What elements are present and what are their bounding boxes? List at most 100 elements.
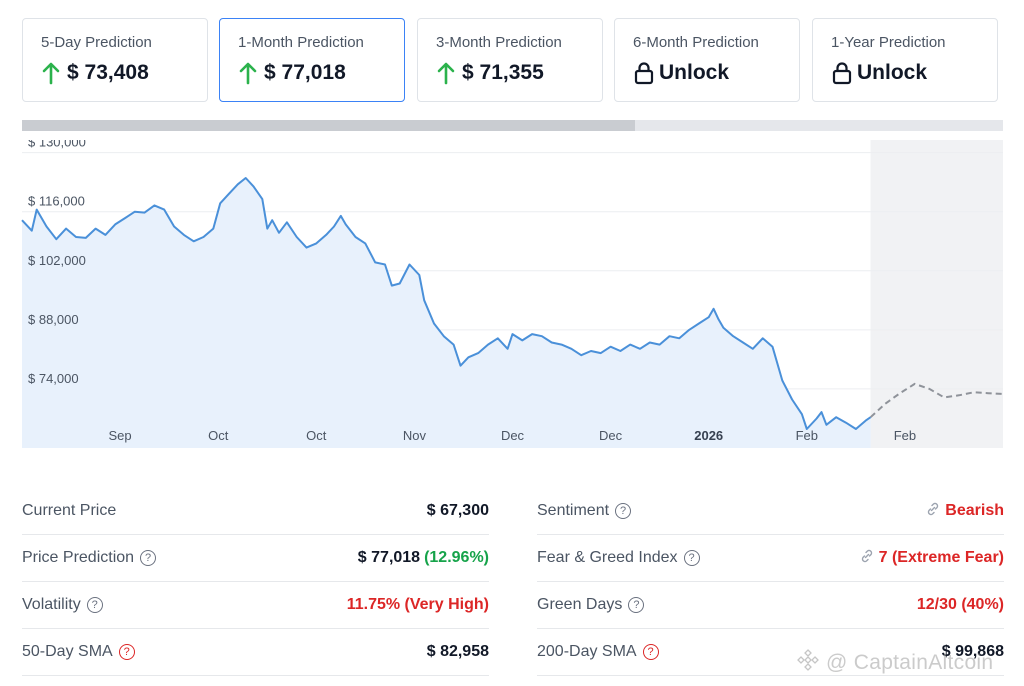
x-tick-label: Oct <box>208 428 229 443</box>
help-icon[interactable]: ? <box>683 550 700 566</box>
help-icon[interactable]: ? <box>642 644 659 660</box>
x-tick-label: Dec <box>599 428 623 443</box>
stat-row-fear-greed-index: Fear & Greed Index? 7 (Extreme Fear) <box>537 535 1004 582</box>
stat-row-50-day-sma: 50-Day SMA? $ 82,958 <box>22 629 489 676</box>
stat-row-current-price: Current Price $ 67,300 <box>22 488 489 535</box>
range-progress-fill <box>22 120 636 131</box>
card-value-row: $ 73,408 <box>41 61 207 85</box>
card-value: $ 77,018 <box>264 61 346 84</box>
range-progress-track[interactable] <box>22 120 1003 131</box>
price-chart: $ 130,000 $ 116,000 $ 102,000 $ 88,000 $ 74,… <box>0 140 1024 452</box>
card-label: 1-Year Prediction <box>831 34 946 51</box>
stat-row-green-days: Green Days? 12/30 (40%) <box>537 582 1004 629</box>
card-1-month-prediction[interactable]: 1-Month Prediction $ 77,018 <box>219 18 405 102</box>
stat-value[interactable]: Bearish <box>925 501 1004 522</box>
y-tick-label: $ 74,000 <box>28 371 79 386</box>
stat-label-text: Volatility <box>22 596 81 613</box>
stat-value: $ 82,958 <box>427 643 489 661</box>
stats-left: Current Price $ 67,300 Price Prediction?… <box>22 488 489 676</box>
card-label: 1-Month Prediction <box>238 34 364 51</box>
stat-label-text: Price Prediction <box>22 549 135 566</box>
arrow-up-icon <box>41 61 61 85</box>
y-tick-label: $ 102,000 <box>28 253 86 268</box>
arrow-up-icon <box>238 61 258 85</box>
stat-value: $ 77,018 (12.96%) <box>358 549 489 567</box>
card-value: Unlock <box>659 61 730 84</box>
card-value-row: $ 77,018 <box>238 61 404 85</box>
x-tick-label: Sep <box>109 428 132 443</box>
forecast-region <box>870 140 1003 448</box>
stat-label-text: 200-Day SMA <box>537 643 637 660</box>
card-label: 6-Month Prediction <box>633 34 759 51</box>
help-icon[interactable]: ? <box>86 597 103 613</box>
stat-value-change: (12.96%) <box>424 549 489 566</box>
stat-label: Green Days? <box>537 596 645 614</box>
stat-value[interactable]: 7 (Extreme Fear) <box>859 548 1004 569</box>
card-value: $ 73,408 <box>67 61 149 84</box>
card-label: 5-Day Prediction <box>41 34 152 51</box>
help-icon[interactable]: ? <box>118 644 135 660</box>
lock-icon <box>831 61 852 85</box>
card-label: 3-Month Prediction <box>436 34 562 51</box>
card-value: $ 71,355 <box>462 61 544 84</box>
x-tick-label: Oct <box>306 428 327 443</box>
card-value: Unlock <box>857 61 928 84</box>
stat-label-text: Current Price <box>22 502 117 519</box>
stat-value-text: $ 82,958 <box>426 643 489 660</box>
stat-value-text: $ 67,300 <box>426 502 489 519</box>
stat-label: Price Prediction? <box>22 549 157 567</box>
y-tick-label: $ 130,000 <box>28 140 86 150</box>
stat-row-200-day-sma: 200-Day SMA? $ 99,868 <box>537 629 1004 676</box>
stat-row-price-prediction: Price Prediction? $ 77,018 (12.96%) <box>22 535 489 582</box>
watermark: @ CaptainAltcoin <box>796 648 993 678</box>
stat-label-text: Fear & Greed Index <box>537 549 678 566</box>
stat-value-text: $ 77,018 <box>357 549 421 566</box>
help-icon[interactable]: ? <box>140 550 157 566</box>
card-value-row: Unlock <box>831 61 997 85</box>
stat-value-text: Bearish <box>945 502 1004 519</box>
price-line <box>21 177 872 430</box>
y-tick-label: $ 116,000 <box>28 194 85 209</box>
stat-value: $ 99,868 <box>942 643 1004 661</box>
y-tick-label: $ 88,000 <box>28 312 79 327</box>
link-icon <box>859 548 875 569</box>
stat-value-text: 12/30 (40%) <box>916 596 1004 613</box>
stat-label: Fear & Greed Index? <box>537 549 700 567</box>
stat-value: 11.75% (Very High) <box>347 596 489 614</box>
stat-row-volatility: Volatility? 11.75% (Very High) <box>22 582 489 629</box>
stat-label-text: Sentiment <box>537 502 610 519</box>
x-tick-label: Feb <box>894 428 916 443</box>
help-icon[interactable]: ? <box>615 503 632 519</box>
watermark-logo-icon <box>796 648 820 678</box>
arrow-up-icon <box>436 61 456 85</box>
card-value-row: $ 71,355 <box>436 61 602 85</box>
card-value-row: Unlock <box>633 61 799 85</box>
stat-label: Current Price <box>22 502 116 520</box>
link-icon <box>925 501 941 522</box>
stats-right: Sentiment? Bearish Fear & Greed Index? 7… <box>537 488 1004 676</box>
watermark-text: @ CaptainAltcoin <box>826 651 994 674</box>
x-tick-label: Feb <box>796 428 818 443</box>
stat-label: 50-Day SMA? <box>22 643 135 661</box>
stat-row-sentiment: Sentiment? Bearish <box>537 488 1004 535</box>
help-icon[interactable]: ? <box>628 597 645 613</box>
card-6-month-prediction[interactable]: 6-Month Prediction Unlock <box>614 18 800 102</box>
lock-icon <box>633 61 654 85</box>
x-tick-label: Dec <box>501 428 525 443</box>
forecast-line <box>869 382 1004 418</box>
card-1-year-prediction[interactable]: 1-Year Prediction Unlock <box>812 18 998 102</box>
stat-value-text: $ 99,868 <box>941 643 1004 660</box>
stat-value: $ 67,300 <box>427 502 489 520</box>
stat-value-text: 11.75% (Very High) <box>346 596 489 613</box>
x-tick-label: Nov <box>403 428 427 443</box>
stat-label: 200-Day SMA? <box>537 643 659 661</box>
stat-label-text: Green Days <box>537 596 623 613</box>
prediction-cards: 5-Day Prediction $ 73,408 1-Month Predic… <box>22 18 1002 102</box>
card-3-month-prediction[interactable]: 3-Month Prediction $ 71,355 <box>417 18 603 102</box>
stat-label-text: 50-Day SMA <box>22 643 113 660</box>
stat-value: 12/30 (40%) <box>917 596 1004 614</box>
x-tick-label: 2026 <box>694 428 723 443</box>
stat-label: Sentiment? <box>537 502 632 520</box>
stat-value-text: 7 (Extreme Fear) <box>878 549 1004 566</box>
card-5-day-prediction[interactable]: 5-Day Prediction $ 73,408 <box>22 18 208 102</box>
